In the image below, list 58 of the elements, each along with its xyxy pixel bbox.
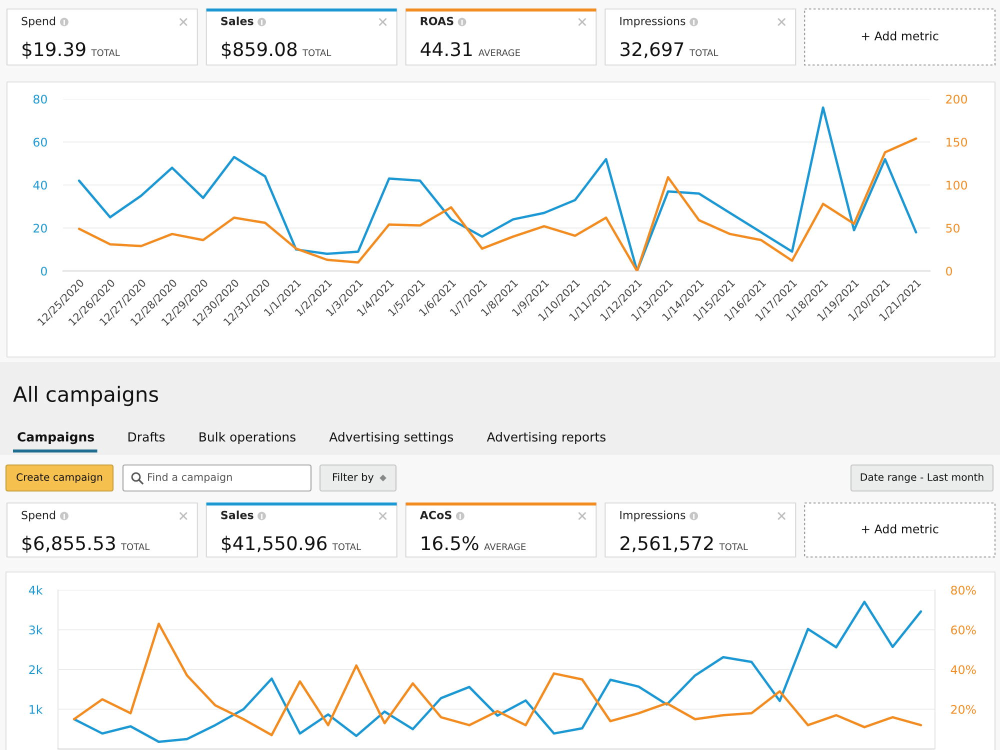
text: Filter by [333,472,374,484]
category-label: Campaigns [18,432,94,444]
y2-tick-label: 60% [951,625,976,634]
y2-tick-label: 20% [951,704,976,714]
y2-tick-label: 200 [946,94,968,104]
y-tick-label: 3k [29,625,43,634]
category-label: ACoS [420,510,452,520]
y2-tick-label: 40% [950,665,976,674]
y2-tick-label: 100 [946,180,968,190]
text: Date range - Last month [860,473,984,483]
line-series [72,600,922,744]
y2-tick-label: 50 [946,224,960,233]
y-tick-label: 60 [34,138,47,147]
text: + Add metric [862,524,938,534]
category-label: Bulk operations [200,432,296,444]
text: AVERAGE [484,543,526,550]
text: + Add metric [862,31,938,40]
y-tick-label: 2k [29,665,43,674]
text: Find a campaign [148,472,232,484]
text: TOTAL [302,49,332,56]
text: TOTAL [91,49,120,56]
y2-tick-label: 0 [946,266,952,276]
text: 2,561,572 [620,536,713,552]
text: Create campaign [16,473,102,483]
y2-tick-label: 150 [946,138,968,147]
text: $859.08 [222,42,297,59]
category-label: ROAS [420,16,454,26]
text: AVERAGE [478,49,520,56]
line-series [72,622,922,736]
y-tick-label: 1k [30,704,43,714]
text: TOTAL [719,543,748,550]
line-series [78,106,918,271]
text: TOTAL [120,543,150,550]
y-tick-label: 20 [34,224,47,233]
category-label: Sales [221,510,254,520]
text: 32,697 [620,42,684,58]
text: 44.31 [420,42,472,56]
y2-tick-label: 80% [951,586,976,595]
y-tick-label: 4k [28,586,43,594]
text: $19.39 [22,42,86,59]
text: All campaigns [13,386,158,406]
category-label: Sales [221,16,254,26]
text: $41,550.96 [222,536,327,553]
text: TOTAL [332,543,361,550]
category-label: Spend [22,510,56,522]
y-tick-label: 80 [34,94,47,104]
y-tick-label: 40 [33,180,47,190]
category-label: Spend [22,16,56,28]
category-label: Impressions [620,510,686,522]
text: 16.5% [422,536,478,550]
text: TOTAL [690,49,718,56]
category-label: Advertising reports [486,432,606,444]
y-tick-label: 0 [40,266,47,276]
category-label: Advertising settings [329,432,454,444]
category-label: Impressions [620,16,686,28]
category-label: Drafts [128,432,165,442]
line-series [78,137,918,271]
text: $6,855.53 [22,536,115,553]
